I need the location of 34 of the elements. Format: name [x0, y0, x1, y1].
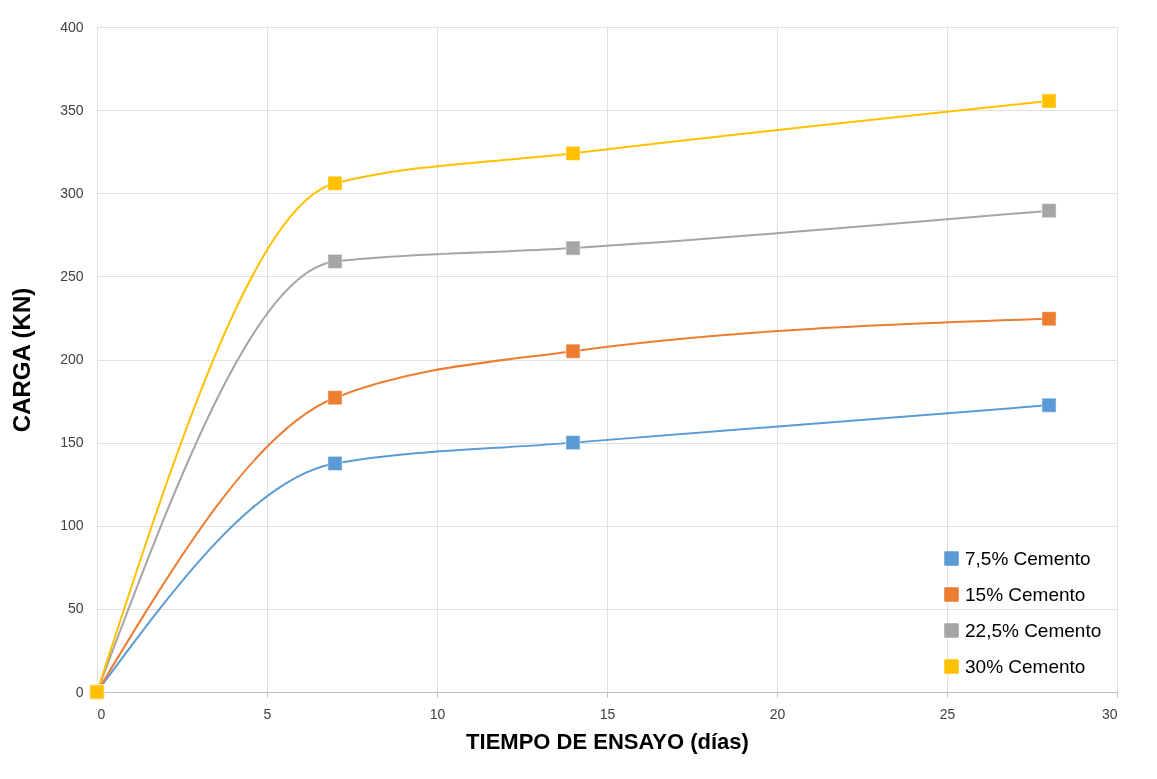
point — [565, 146, 581, 161]
legend-label: 15% Cemento — [965, 583, 1086, 605]
x-tick-label: 0 — [97, 705, 106, 722]
y-tick-label: 300 — [60, 184, 84, 201]
point — [565, 343, 581, 359]
point — [565, 435, 581, 450]
y-axis-title: CARGA (KN) — [8, 287, 36, 433]
legend-label: 22,5% Cemento — [965, 619, 1102, 641]
y-tick-label: 100 — [60, 517, 84, 534]
x-tick-label: 20 — [769, 705, 786, 722]
point — [565, 240, 581, 256]
point — [327, 456, 343, 471]
x-tick-label: 5 — [263, 705, 272, 722]
point — [327, 390, 343, 406]
point — [1041, 397, 1057, 413]
point — [1041, 93, 1057, 109]
point — [1041, 311, 1057, 327]
y-tick-label: 50 — [67, 600, 84, 617]
x-tick-label: 30 — [1101, 705, 1118, 722]
point — [327, 175, 343, 191]
legend-label: 7,5% Cemento — [965, 547, 1091, 569]
y-tick-label: 0 — [75, 683, 84, 700]
x-tick-label: 15 — [599, 705, 616, 722]
y-tick-label: 400 — [60, 18, 84, 35]
x-axis-title: TIEMPO DE ENSAYO (días) — [466, 728, 749, 754]
point — [327, 254, 343, 269]
y-tick-label: 200 — [60, 351, 84, 367]
x-tick-label: 25 — [939, 705, 956, 722]
legend-label: 30% Cemento — [965, 655, 1086, 677]
point — [1041, 203, 1057, 219]
x-tick-label: 10 — [429, 705, 446, 722]
y-tick-label: 250 — [60, 267, 84, 284]
y-tick-label: 150 — [60, 434, 84, 451]
y-tick-label: 350 — [60, 101, 84, 118]
